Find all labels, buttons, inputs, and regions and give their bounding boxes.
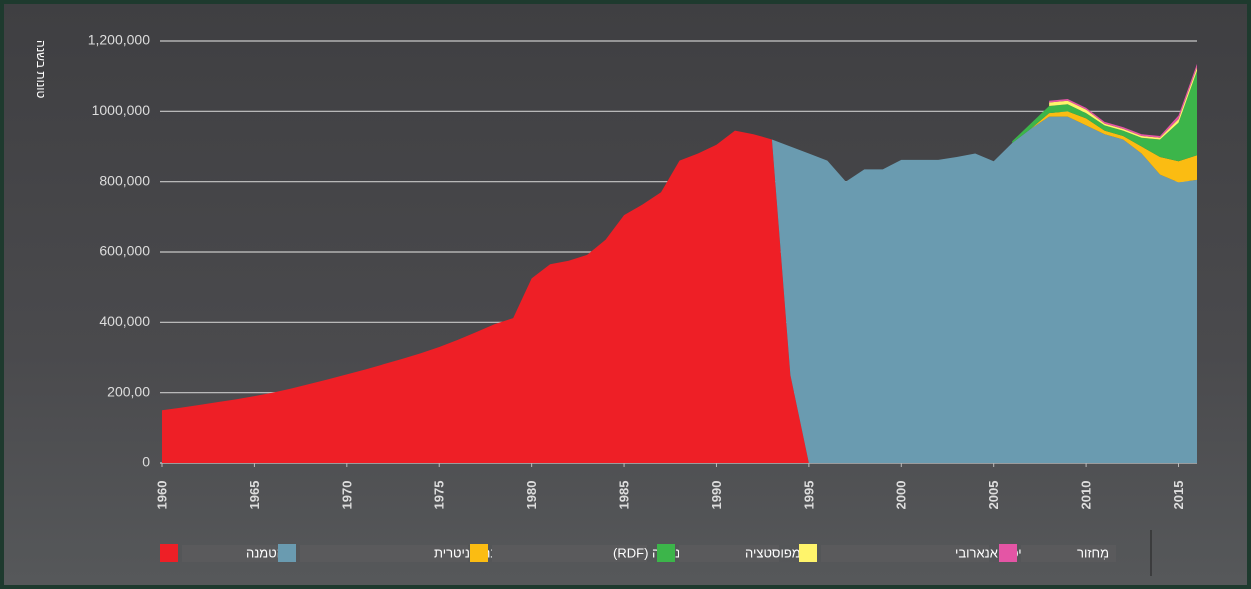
x-tick-label: 2015 xyxy=(1171,481,1186,510)
legend-box xyxy=(679,545,779,562)
x-tick-label: 1965 xyxy=(247,481,262,510)
legend-box xyxy=(821,545,989,562)
x-tick-label: 2010 xyxy=(1079,481,1094,510)
x-tick-label: 2005 xyxy=(986,481,1001,510)
area xyxy=(771,116,1197,463)
legend-swatch xyxy=(799,544,817,562)
y-tick-label: 1,200,000 xyxy=(88,32,150,48)
y-tick-label: 200,00 xyxy=(107,383,150,399)
legend-box xyxy=(492,545,647,562)
y-tick-label: 1000,000 xyxy=(92,102,151,118)
area xyxy=(1030,111,1197,183)
y-tick-label: 800,000 xyxy=(99,172,150,188)
x-tick-label: 1990 xyxy=(709,481,724,510)
area xyxy=(162,130,809,464)
legend-label: עיכול אנארובי xyxy=(955,545,1029,560)
legend-swatch xyxy=(470,544,488,562)
x-tick-label: 1975 xyxy=(432,481,447,510)
legend-swatch xyxy=(657,544,675,562)
x-tick-label: 1960 xyxy=(154,481,169,510)
area xyxy=(1012,70,1197,162)
legend-box xyxy=(300,545,468,562)
x-tick-label: 1985 xyxy=(616,481,631,510)
legend-swatch xyxy=(278,544,296,562)
legend-swatch xyxy=(160,544,178,562)
y-tick-label: 600,000 xyxy=(99,243,150,259)
x-tick-label: 1995 xyxy=(801,481,816,510)
x-tick-label: 1970 xyxy=(339,481,354,510)
legend-swatch xyxy=(999,544,1017,562)
y-tick-label: 0 xyxy=(142,454,150,470)
legend-box xyxy=(182,545,280,562)
legend-label: קומפוסטציה xyxy=(745,545,812,560)
y-axis-label: טונות בשנה xyxy=(34,40,48,99)
y-tick-label: 400,000 xyxy=(99,313,150,329)
legend-label: הטמנה xyxy=(246,545,285,560)
legend-box xyxy=(1021,545,1116,562)
legend-label: מִחזור xyxy=(1077,545,1109,560)
x-tick-label: 1980 xyxy=(524,481,539,510)
x-tick-label: 2000 xyxy=(894,481,909,510)
